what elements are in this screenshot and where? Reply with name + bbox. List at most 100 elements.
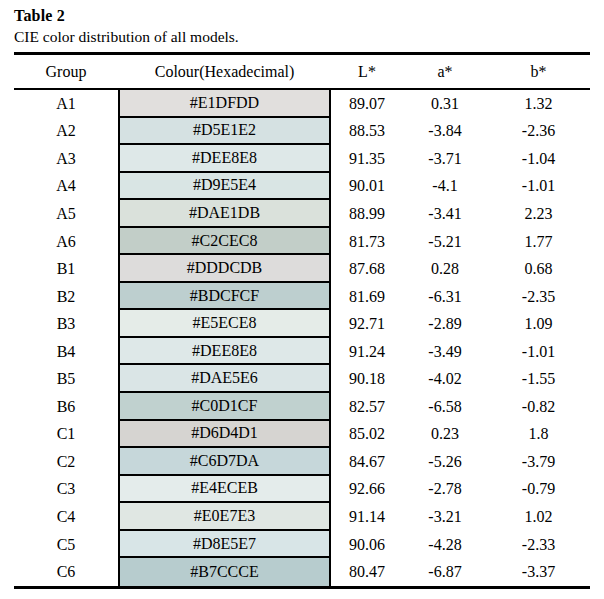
group-cell: C6	[14, 558, 118, 586]
bstar-cell: -1.01	[487, 173, 590, 201]
lstar-cell: 92.66	[331, 476, 403, 504]
header-bstar: b*	[487, 63, 590, 81]
lstar-cell: 88.53	[331, 118, 403, 146]
table-row: B3 #E5ECE8 92.71 -2.89 1.09	[14, 310, 590, 338]
astar-cell: -5.26	[403, 448, 487, 476]
table-row: C1 #D6D4D1 85.02 0.23 1.8	[14, 421, 590, 449]
group-cell: B1	[14, 255, 118, 283]
colour-swatch: #E0E7E3	[118, 503, 331, 531]
bstar-cell: 1.32	[487, 90, 590, 118]
astar-cell: 0.31	[403, 90, 487, 118]
lstar-cell: 85.02	[331, 421, 403, 449]
table-header-row: Group Colour(Hexadecimal) L* a* b*	[14, 55, 590, 90]
bstar-cell: 1.02	[487, 503, 590, 531]
astar-cell: -3.21	[403, 503, 487, 531]
table-row: B4 #DEE8E8 91.24 -3.49 -1.01	[14, 338, 590, 366]
lstar-cell: 87.68	[331, 255, 403, 283]
table-row: A5 #DAE1DB 88.99 -3.41 2.23	[14, 200, 590, 228]
group-cell: C5	[14, 531, 118, 559]
group-cell: A5	[14, 200, 118, 228]
table-row: A1 #E1DFDD 89.07 0.31 1.32	[14, 90, 590, 118]
bstar-cell: -0.79	[487, 476, 590, 504]
table-row: B5 #DAE5E6 90.18 -4.02 -1.55	[14, 365, 590, 393]
group-cell: B3	[14, 310, 118, 338]
table-caption: CIE color distribution of all models.	[14, 26, 590, 47]
colour-swatch: #D5E1E2	[118, 118, 331, 146]
astar-cell: -2.89	[403, 310, 487, 338]
colour-swatch: #E5ECE8	[118, 310, 331, 338]
lstar-cell: 82.57	[331, 393, 403, 421]
cie-color-table: Group Colour(Hexadecimal) L* a* b* A1 #E…	[14, 52, 590, 589]
astar-cell: -3.84	[403, 118, 487, 146]
bstar-cell: -3.37	[487, 558, 590, 586]
astar-cell: 0.28	[403, 255, 487, 283]
bstar-cell: -0.82	[487, 393, 590, 421]
lstar-cell: 91.24	[331, 338, 403, 366]
paper-page: Table 2 CIE color distribution of all mo…	[0, 0, 604, 599]
colour-swatch: #D8E5E7	[118, 531, 331, 559]
lstar-cell: 81.69	[331, 283, 403, 311]
bstar-cell: -1.55	[487, 365, 590, 393]
lstar-cell: 84.67	[331, 448, 403, 476]
group-cell: B2	[14, 283, 118, 311]
group-cell: A2	[14, 118, 118, 146]
bstar-cell: -3.79	[487, 448, 590, 476]
colour-swatch: #DDDCDB	[118, 255, 331, 283]
table-row: A4 #D9E5E4 90.01 -4.1 -1.01	[14, 173, 590, 201]
astar-cell: -6.58	[403, 393, 487, 421]
astar-cell: -2.78	[403, 476, 487, 504]
group-cell: C4	[14, 503, 118, 531]
astar-cell: -6.87	[403, 558, 487, 586]
colour-swatch: #DAE1DB	[118, 200, 331, 228]
table-row: C5 #D8E5E7 90.06 -4.28 -2.33	[14, 531, 590, 559]
lstar-cell: 80.47	[331, 558, 403, 586]
group-cell: A1	[14, 90, 118, 118]
bstar-cell: 2.23	[487, 200, 590, 228]
group-cell: B6	[14, 393, 118, 421]
bstar-cell: 1.8	[487, 421, 590, 449]
table-row: C6 #B7CCCE 80.47 -6.87 -3.37	[14, 558, 590, 586]
colour-swatch: #E1DFDD	[118, 90, 331, 118]
table-row: B1 #DDDCDB 87.68 0.28 0.68	[14, 255, 590, 283]
group-cell: C1	[14, 421, 118, 449]
astar-cell: -4.1	[403, 173, 487, 201]
header-group: Group	[14, 63, 118, 81]
astar-cell: -3.49	[403, 338, 487, 366]
bstar-cell: -2.35	[487, 283, 590, 311]
bstar-cell: -2.33	[487, 531, 590, 559]
colour-swatch: #C6D7DA	[118, 448, 331, 476]
colour-swatch: #B7CCCE	[118, 558, 331, 586]
lstar-cell: 90.06	[331, 531, 403, 559]
table-row: C2 #C6D7DA 84.67 -5.26 -3.79	[14, 448, 590, 476]
table-row: C3 #E4ECEB 92.66 -2.78 -0.79	[14, 476, 590, 504]
group-cell: C2	[14, 448, 118, 476]
colour-swatch: #DEE8E8	[118, 338, 331, 366]
bstar-cell: 0.68	[487, 255, 590, 283]
astar-cell: -4.28	[403, 531, 487, 559]
table-row: C4 #E0E7E3 91.14 -3.21 1.02	[14, 503, 590, 531]
lstar-cell: 81.73	[331, 228, 403, 256]
colour-swatch: #BDCFCF	[118, 283, 331, 311]
group-cell: B5	[14, 365, 118, 393]
bstar-cell: -1.04	[487, 145, 590, 173]
group-cell: A6	[14, 228, 118, 256]
table-title: Table 2	[14, 5, 590, 26]
header-colour-hexadecimal: Colour(Hexadecimal)	[118, 63, 331, 81]
group-cell: B4	[14, 338, 118, 366]
table-row: B2 #BDCFCF 81.69 -6.31 -2.35	[14, 283, 590, 311]
colour-swatch: #DEE8E8	[118, 145, 331, 173]
table-row: A2 #D5E1E2 88.53 -3.84 -2.36	[14, 118, 590, 146]
header-lstar: L*	[331, 63, 403, 81]
lstar-cell: 88.99	[331, 200, 403, 228]
bstar-cell: -1.01	[487, 338, 590, 366]
lstar-cell: 91.14	[331, 503, 403, 531]
lstar-cell: 90.18	[331, 365, 403, 393]
lstar-cell: 90.01	[331, 173, 403, 201]
colour-swatch: #E4ECEB	[118, 476, 331, 504]
group-cell: A3	[14, 145, 118, 173]
colour-swatch: #C2CEC8	[118, 228, 331, 256]
lstar-cell: 92.71	[331, 310, 403, 338]
lstar-cell: 91.35	[331, 145, 403, 173]
lstar-cell: 89.07	[331, 90, 403, 118]
group-cell: A4	[14, 173, 118, 201]
